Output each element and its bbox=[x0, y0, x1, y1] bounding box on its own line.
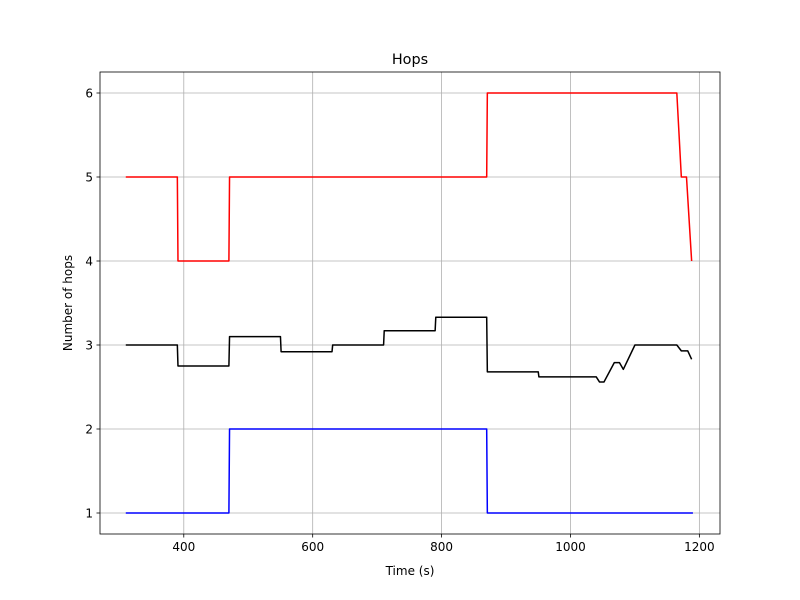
y-tick-label: 3 bbox=[85, 339, 93, 353]
x-tick-label: 1000 bbox=[555, 540, 586, 554]
series-line-1 bbox=[125, 92, 693, 262]
series-line-2 bbox=[125, 316, 693, 383]
x-tick-label: 800 bbox=[430, 540, 453, 554]
x-tick-label: 600 bbox=[301, 540, 324, 554]
y-tick-label: 5 bbox=[85, 171, 93, 185]
chart-title: Hops bbox=[392, 52, 428, 68]
y-tick-label: 1 bbox=[85, 507, 93, 521]
y-tick-label: 6 bbox=[85, 87, 93, 101]
series-lines bbox=[125, 92, 693, 514]
tick-marks bbox=[96, 92, 700, 538]
y-axis-label: Number of hops bbox=[61, 255, 75, 351]
plot-frame bbox=[99, 71, 721, 535]
y-tick-label: 4 bbox=[85, 255, 93, 269]
x-axis-label: Time (s) bbox=[385, 564, 435, 578]
x-tick-label: 400 bbox=[172, 540, 195, 554]
y-tick-label: 2 bbox=[85, 423, 93, 437]
series-line-3 bbox=[125, 428, 693, 514]
x-tick-label: 1200 bbox=[684, 540, 715, 554]
